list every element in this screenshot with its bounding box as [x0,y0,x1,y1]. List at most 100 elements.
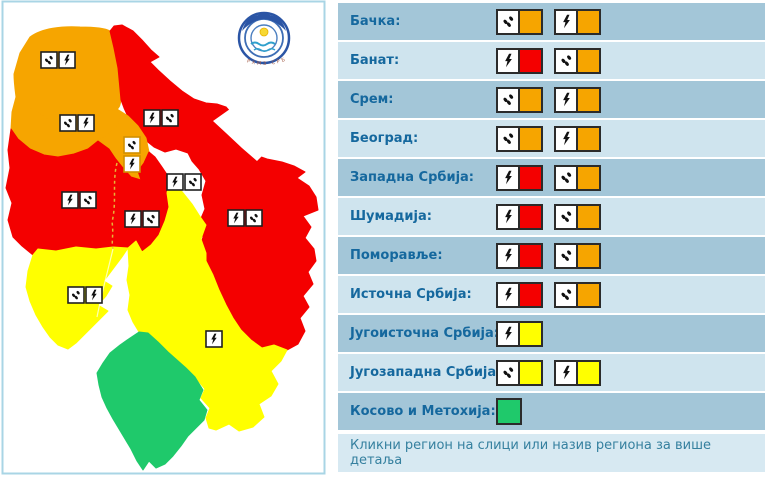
region-label[interactable]: Срем: [350,92,394,107]
warning-chip [554,242,601,269]
warning-chip [496,242,543,269]
rain-icon [554,47,578,74]
map-marker-thunder-icon [77,114,95,132]
warning-chips [496,393,522,430]
map-frame [1,0,326,475]
warning-level-orange [520,125,543,152]
region-row[interactable]: Београд: [338,120,765,157]
region-row[interactable]: Источна Србија: [338,276,765,313]
region-label[interactable]: Београд: [350,131,419,146]
warning-chip [496,359,543,386]
thunder-icon [496,242,520,269]
map-inner-boundary [96,248,114,318]
region-label[interactable]: Југозападна Србија: [350,365,502,380]
region-row[interactable]: Поморавље: [338,237,765,274]
thunder-icon [554,8,578,35]
warning-chip [554,8,601,35]
warning-chips [496,42,601,79]
serbia-warning-map: РХМЗ СРБИЈЕ [0,0,330,479]
region-row[interactable]: Срем: [338,81,765,118]
warning-level-orange [578,86,601,113]
rain-icon [554,203,578,230]
region-label[interactable]: Поморавље: [350,248,443,263]
region-label[interactable]: Источна Србија: [350,287,472,302]
warning-chip [554,86,601,113]
logo-sun-icon [259,27,269,37]
region-row[interactable]: Југоисточна Србија: [338,315,765,352]
map-marker-rain-icon [142,210,160,228]
region-list: Бачка: Банат: Срем: Београд: Западна Срб… [338,3,765,430]
region-row[interactable]: Косово и Метохија: [338,393,765,430]
warning-level-orange [578,242,601,269]
warning-level-red [520,281,543,308]
region-label[interactable]: Бачка: [350,14,401,29]
thunder-icon [496,47,520,74]
map-region-kosovo[interactable] [96,331,208,471]
thunder-icon [496,203,520,230]
warning-level-orange [578,125,601,152]
warning-level-red [520,164,543,191]
thunder-icon [496,164,520,191]
warning-level-green [496,398,522,425]
rain-icon [554,242,578,269]
thunder-icon [554,125,578,152]
map-marker-thunder-icon [124,210,142,228]
warning-chips [496,120,601,157]
warning-chips [496,354,601,391]
map-marker-rain-icon [161,109,179,127]
map-regions [5,24,319,471]
warning-chip [496,86,543,113]
map-marker-thunder-icon [143,109,161,127]
map-marker-thunder-icon [85,286,103,304]
warning-chips [496,159,601,196]
warning-chips [496,81,601,118]
thunder-icon [554,86,578,113]
warning-chip [496,8,543,35]
rain-icon [554,164,578,191]
warning-level-orange [520,8,543,35]
region-row[interactable]: Банат: [338,42,765,79]
region-label[interactable]: Косово и Метохија: [350,404,496,419]
map-marker-rain-icon [123,136,141,154]
warning-chip [554,203,601,230]
warning-chip [496,320,543,347]
map-region-backa[interactable] [13,26,122,120]
instruction-text: Кликни регион на слици или назив региона… [350,438,712,468]
map-markers [40,51,263,348]
region-row[interactable]: Бачка: [338,3,765,40]
warning-chip [554,281,601,308]
region-row[interactable]: Југозападна Србија: [338,354,765,391]
map-river-boundary [111,162,118,250]
warning-level-orange [578,8,601,35]
warning-chip [496,398,522,425]
map-danube-bay [213,109,266,161]
region-row[interactable]: Шумадија: [338,198,765,235]
rain-icon [554,281,578,308]
map-marker-rain-icon [245,209,263,227]
region-list-panel: Бачка: Банат: Срем: Београд: Западна Срб… [330,0,770,479]
warning-level-red [520,242,543,269]
region-label[interactable]: Шумадија: [350,209,432,224]
warning-chip [496,164,543,191]
map-marker-thunder-icon [227,209,245,227]
warning-chip [554,359,601,386]
warning-level-red [520,203,543,230]
warning-chip [496,125,543,152]
map-marker-rain-icon [59,114,77,132]
warning-level-yellow [520,320,543,347]
thunder-icon [554,359,578,386]
warning-chip [496,281,543,308]
region-label[interactable]: Банат: [350,53,400,68]
thunder-icon [496,320,520,347]
warning-chips [496,3,601,40]
warning-level-orange [578,281,601,308]
map-marker-thunder-icon [123,155,141,173]
region-row[interactable]: Западна Србија: [338,159,765,196]
region-label[interactable]: Југоисточна Србија: [350,326,499,341]
map-marker-thunder-icon [205,330,223,348]
rain-icon [496,125,520,152]
region-label[interactable]: Западна Србија: [350,170,475,185]
warning-level-orange [520,86,543,113]
rhmz-logo: РХМЗ СРБИЈЕ [230,4,291,67]
